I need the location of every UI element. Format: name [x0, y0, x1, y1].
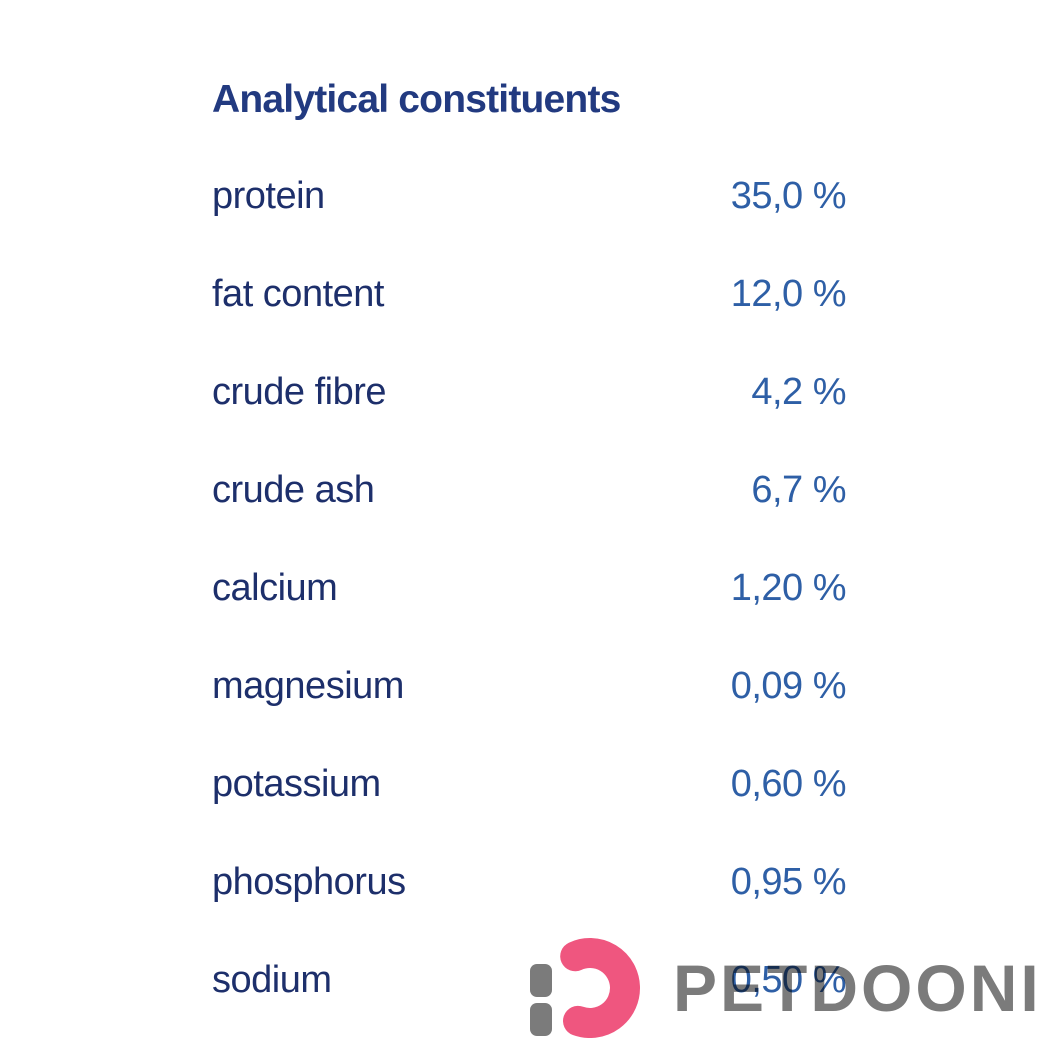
nutrient-label: crude ash — [212, 468, 375, 511]
nutrient-row: protein 35,0 % — [212, 147, 847, 245]
nutrient-row: sodium 0,50 % — [212, 931, 847, 1029]
nutrient-row: crude fibre 4,2 % — [212, 343, 846, 441]
nutrient-value: 1,20 % — [730, 566, 847, 609]
nutrient-label: potassium — [212, 762, 381, 805]
section-title: Analytical constituents — [212, 78, 621, 122]
nutrient-value: 0,50 % — [730, 958, 847, 1001]
nutrient-label: sodium — [212, 958, 332, 1001]
analytical-constituents-table: protein 35,0 % fat content 12,0 % crude … — [212, 147, 847, 1029]
nutrient-row: calcium 1,20 % — [212, 539, 847, 637]
nutrient-value: 12,0 % — [730, 272, 847, 315]
nutrient-label: magnesium — [212, 664, 404, 707]
nutrient-label: protein — [212, 174, 325, 217]
nutrient-row: crude ash 6,7 % — [212, 441, 846, 539]
nutrient-value: 0,09 % — [730, 664, 847, 707]
nutrient-row: potassium 0,60 % — [212, 735, 847, 833]
nutrient-row: fat content 12,0 % — [212, 245, 847, 343]
nutrient-value: 0,60 % — [730, 762, 847, 805]
nutrient-label: calcium — [212, 566, 338, 609]
nutrient-value: 35,0 % — [730, 174, 847, 217]
nutrient-value: 6,7 % — [751, 468, 846, 511]
nutrient-label: crude fibre — [212, 370, 387, 413]
nutrient-row: magnesium 0,09 % — [212, 637, 847, 735]
nutrient-row: phosphorus 0,95 % — [212, 833, 847, 931]
nutrient-label: fat content — [212, 272, 384, 315]
nutrient-value: 4,2 % — [751, 370, 846, 413]
nutrient-value: 0,95 % — [730, 860, 847, 903]
nutrient-label: phosphorus — [212, 860, 406, 903]
